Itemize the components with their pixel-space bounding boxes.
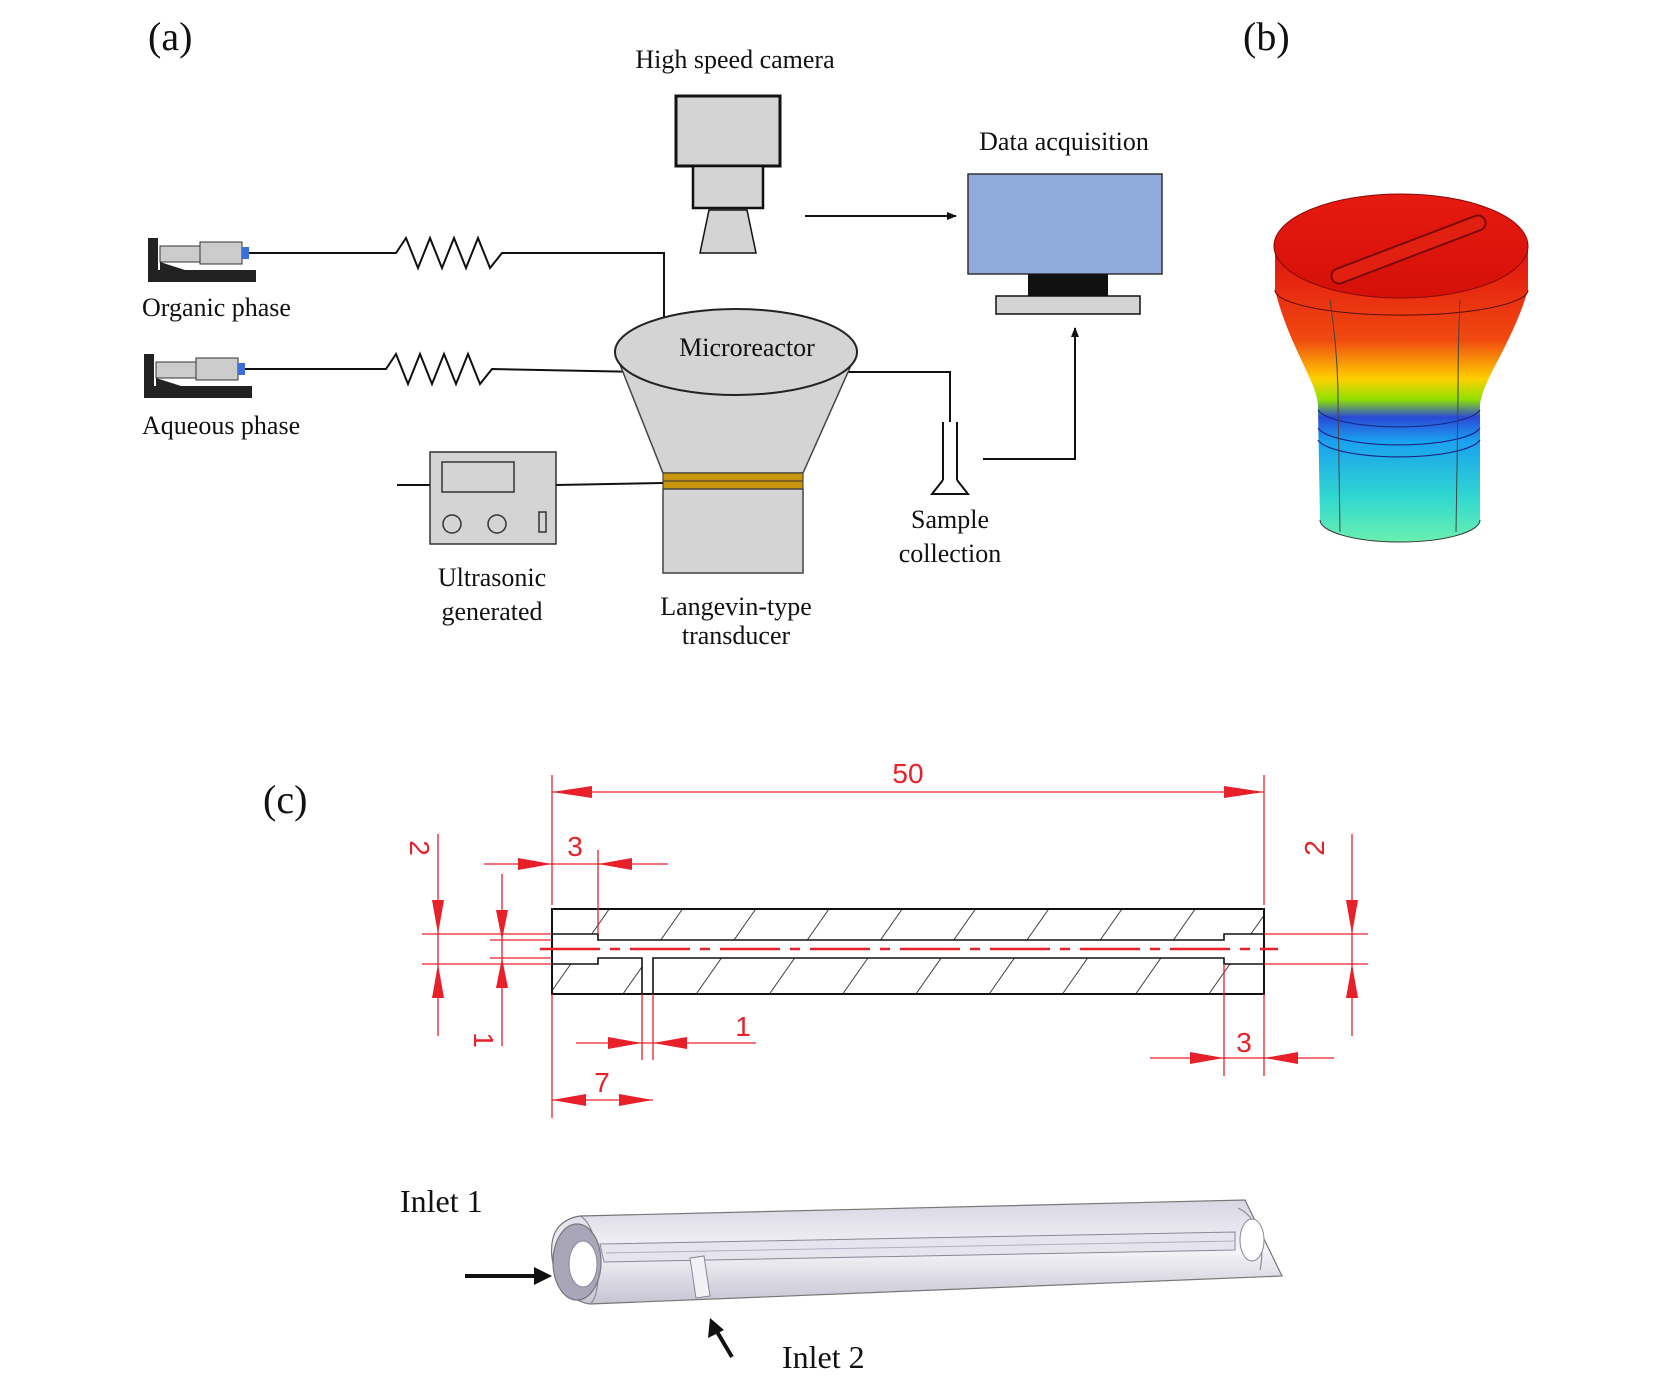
transducer-label-line2: transducer: [682, 621, 791, 650]
sample-to-daq-arrow: [983, 327, 1079, 460]
inlet1-label: Inlet 1: [400, 1183, 483, 1219]
dim-left-depth: 3: [567, 831, 583, 862]
organic-phase-label: Organic phase: [142, 293, 291, 322]
ultrasonic-label-line1: Ultrasonic: [438, 563, 546, 592]
dim-right-depth: 3: [1236, 1027, 1252, 1058]
camera-label: High speed camera: [635, 45, 835, 74]
daq-label: Data acquisition: [979, 127, 1149, 156]
organic-tubing-coil: [249, 235, 665, 372]
dim-right-diameter: 2: [1299, 840, 1330, 856]
inlet1-arrowhead: [534, 1267, 552, 1285]
inlet2-arrowhead: [708, 1318, 724, 1338]
microreactor-transducer: [613, 308, 859, 574]
sample-label-line1: Sample: [911, 505, 989, 534]
dim-inlet-position: 7: [594, 1067, 610, 1098]
inlet2-arrow: [714, 1328, 734, 1359]
aqueous-syringe-pump-icon: [144, 354, 252, 398]
dim-inlet-width: 1: [735, 1011, 751, 1042]
fem-simulation-image: [1273, 193, 1529, 543]
sample-collection-flask-icon: [929, 422, 971, 495]
dim-total-length: 50: [892, 758, 923, 789]
high-speed-camera-icon: [674, 94, 782, 254]
engineering-drawing: [422, 775, 1368, 1118]
organic-syringe-pump-icon: [148, 238, 256, 282]
panel-label-a: (a): [148, 14, 192, 59]
sample-label-line2: collection: [899, 539, 1002, 568]
dim-left-diameter: 2: [404, 840, 435, 856]
panel-label-c: (c): [263, 777, 307, 822]
channel-3d-cutaway: [551, 1199, 1283, 1305]
ultrasonic-generator-icon: [397, 451, 664, 545]
data-acquisition-monitor-icon: [967, 173, 1163, 315]
dim-channel-height: 1: [468, 1032, 499, 1048]
aqueous-tubing-coil: [245, 351, 951, 422]
ultrasonic-label-line2: generated: [441, 597, 542, 626]
aqueous-phase-label: Aqueous phase: [142, 411, 300, 440]
transducer-label-line1: Langevin-type: [660, 592, 812, 621]
inlet2-label: Inlet 2: [782, 1339, 865, 1372]
microreactor-label: Microreactor: [679, 333, 815, 362]
panel-label-b: (b): [1243, 14, 1290, 59]
